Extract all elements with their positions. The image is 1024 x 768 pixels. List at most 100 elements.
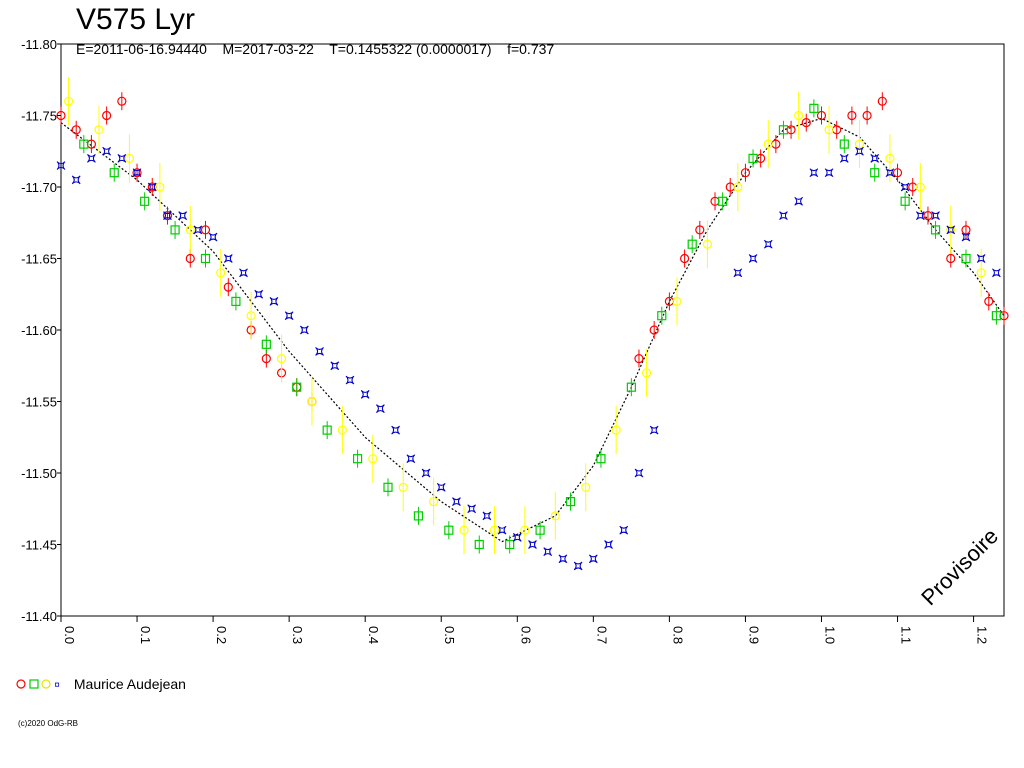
x-tick-label: 0.2 <box>214 626 229 644</box>
data-point <box>292 382 302 392</box>
data-point <box>991 311 1001 321</box>
data-point <box>946 253 956 264</box>
data-point <box>611 425 621 435</box>
x-tick-label: 1.1 <box>899 626 914 644</box>
y-tick-label: -11.65 <box>21 252 57 267</box>
data-point <box>565 497 576 507</box>
data-point <box>162 211 173 221</box>
data-point <box>117 96 127 106</box>
data-point <box>132 168 142 178</box>
data-point <box>923 211 933 221</box>
data-point <box>931 211 940 220</box>
data-point <box>505 539 515 550</box>
data-point <box>413 511 424 521</box>
data-point <box>79 139 89 149</box>
data-point <box>672 296 682 306</box>
data-point <box>254 289 264 299</box>
series-group <box>56 92 1009 411</box>
data-point <box>383 482 393 492</box>
data-point <box>855 146 864 156</box>
data-point <box>900 182 910 192</box>
data-point <box>520 525 530 535</box>
data-point <box>634 468 644 478</box>
data-point <box>444 525 454 535</box>
data-point <box>535 525 545 535</box>
series-group <box>79 99 1001 554</box>
data-point <box>885 153 895 163</box>
data-point <box>284 311 294 321</box>
data-point <box>94 125 104 135</box>
y-tick-label: -11.45 <box>21 538 57 553</box>
data-point <box>452 497 461 506</box>
data-point <box>216 268 226 278</box>
legend-marker-green <box>29 679 39 689</box>
data-point <box>223 282 233 292</box>
fit-curve <box>60 117 1005 543</box>
x-tick-label: 0.0 <box>62 626 77 644</box>
data-point <box>839 139 849 149</box>
data-point <box>634 354 644 364</box>
data-point <box>56 161 66 170</box>
data-point <box>687 239 697 249</box>
data-point <box>467 504 477 514</box>
data-point <box>946 225 956 235</box>
legend-marker-red <box>16 679 26 689</box>
data-point <box>376 404 385 414</box>
data-point <box>497 525 507 535</box>
x-tick-label: 0.4 <box>366 626 381 644</box>
data-point <box>337 425 347 435</box>
data-point <box>398 482 408 492</box>
chart-title: V575 Lyr <box>76 3 195 36</box>
data-point <box>543 547 553 557</box>
data-point <box>330 361 340 371</box>
data-point <box>679 253 690 264</box>
data-point <box>740 168 751 178</box>
data-point <box>733 268 743 278</box>
data-point <box>102 146 111 156</box>
data-point <box>794 196 804 206</box>
plot-frame <box>60 43 1005 617</box>
data-point <box>649 325 659 335</box>
data-point <box>436 482 446 492</box>
tick-labels-layer: 0.0 0.1 0.2 0.3 0.4 0.5 0.6 0.7 0.8 0.9 1.0 1.1 1.2 -… <box>21 37 989 644</box>
data-point <box>816 110 827 121</box>
data-point <box>307 396 317 407</box>
data-point <box>558 554 568 564</box>
data-point <box>421 468 431 478</box>
data-point <box>200 253 211 264</box>
data-point <box>877 96 887 106</box>
data-point <box>474 539 484 550</box>
data-point <box>892 168 903 178</box>
data-point <box>71 125 81 135</box>
y-tick-label: -11.70 <box>21 180 57 195</box>
data-point <box>702 239 713 249</box>
data-point <box>695 225 705 235</box>
x-tick-label: 0.7 <box>594 626 609 644</box>
data-point <box>573 561 583 571</box>
data-point <box>360 389 370 399</box>
data-point <box>748 153 758 163</box>
data-point <box>824 168 834 178</box>
data-point <box>870 154 880 163</box>
data-points-layer <box>56 77 1009 571</box>
data-point <box>170 225 180 235</box>
data-point <box>961 253 971 264</box>
data-point <box>763 139 773 149</box>
data-point <box>915 182 925 192</box>
legend-marker-yellow <box>41 679 51 689</box>
data-point <box>779 211 788 220</box>
data-point <box>64 96 74 106</box>
fit-curve-layer <box>60 117 1005 543</box>
data-point <box>733 182 743 192</box>
data-point <box>847 110 857 121</box>
chart-subtitle: E=2011-06-16.94440 M=2017-03-22 T=0.1455… <box>76 41 555 57</box>
data-point <box>870 168 880 178</box>
data-point <box>261 354 271 364</box>
data-point <box>794 110 804 121</box>
data-point <box>801 118 811 128</box>
data-point <box>178 211 188 220</box>
data-point <box>626 382 636 392</box>
y-tick-label: -11.40 <box>21 609 57 624</box>
data-point <box>596 454 606 464</box>
data-point <box>512 532 522 542</box>
